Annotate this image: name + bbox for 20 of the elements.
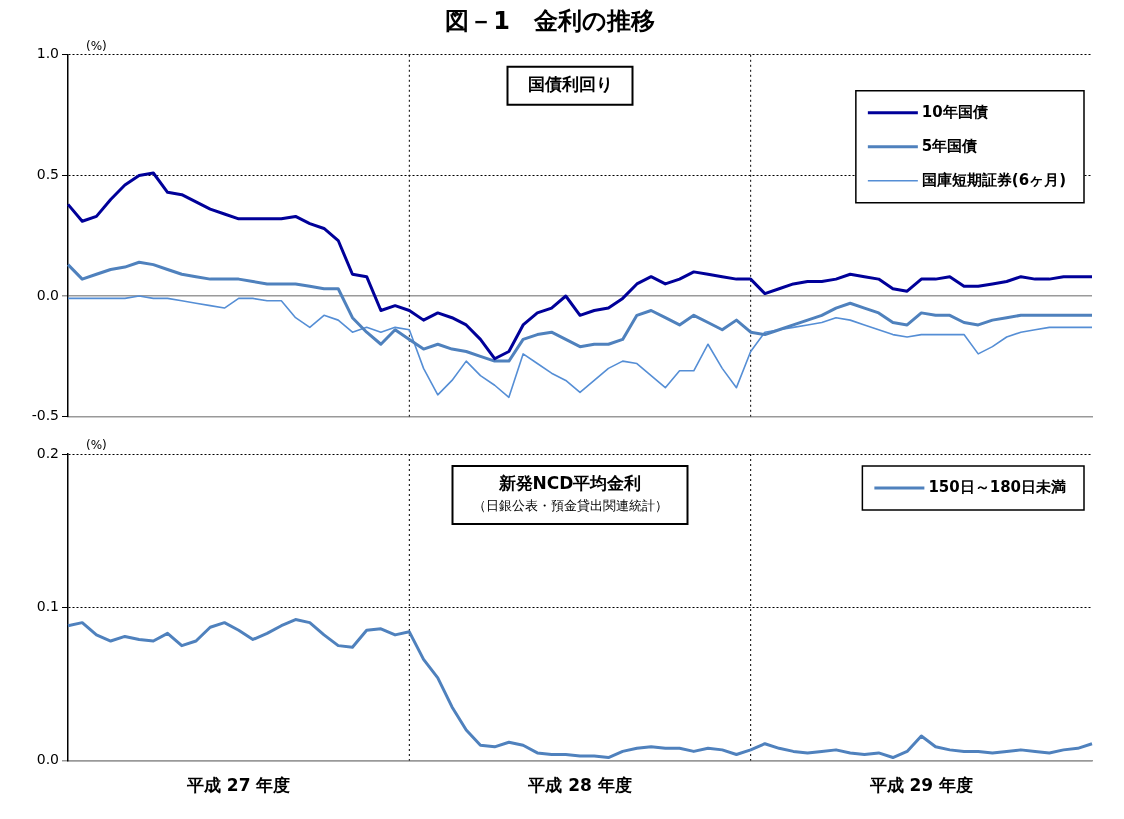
y-axis-title: (%)	[86, 38, 107, 53]
y-tick-label: 0.0	[36, 751, 59, 768]
y-tick-label: -0.5	[31, 407, 59, 424]
x-tick-label: 平成 27 年度	[185, 775, 291, 796]
legend-label: 国庫短期証券(6ヶ月)	[921, 170, 1067, 189]
y-axis-title: (%)	[86, 438, 107, 453]
legend-label: 150日～180日未満	[928, 477, 1066, 496]
annotation: 新発NCD平均金利	[497, 473, 642, 494]
y-tick-label: 0.2	[36, 444, 59, 461]
y-tick-label: 0.5	[36, 166, 59, 183]
chart-title: 図－1 金利の推移	[445, 6, 655, 35]
legend-label: 10年国債	[921, 102, 988, 121]
legend-label: 5年国債	[921, 136, 978, 155]
annotation: 国債利回り	[527, 74, 613, 95]
x-tick-label: 平成 28 年度	[527, 775, 632, 796]
annotation: （日銀公表・預金貸出関連統計）	[472, 498, 668, 514]
x-tick-label: 平成 29 年度	[868, 775, 974, 796]
y-tick-label: 0.0	[36, 286, 59, 303]
y-tick-label: 0.1	[36, 597, 59, 614]
y-tick-label: 1.0	[36, 45, 59, 62]
